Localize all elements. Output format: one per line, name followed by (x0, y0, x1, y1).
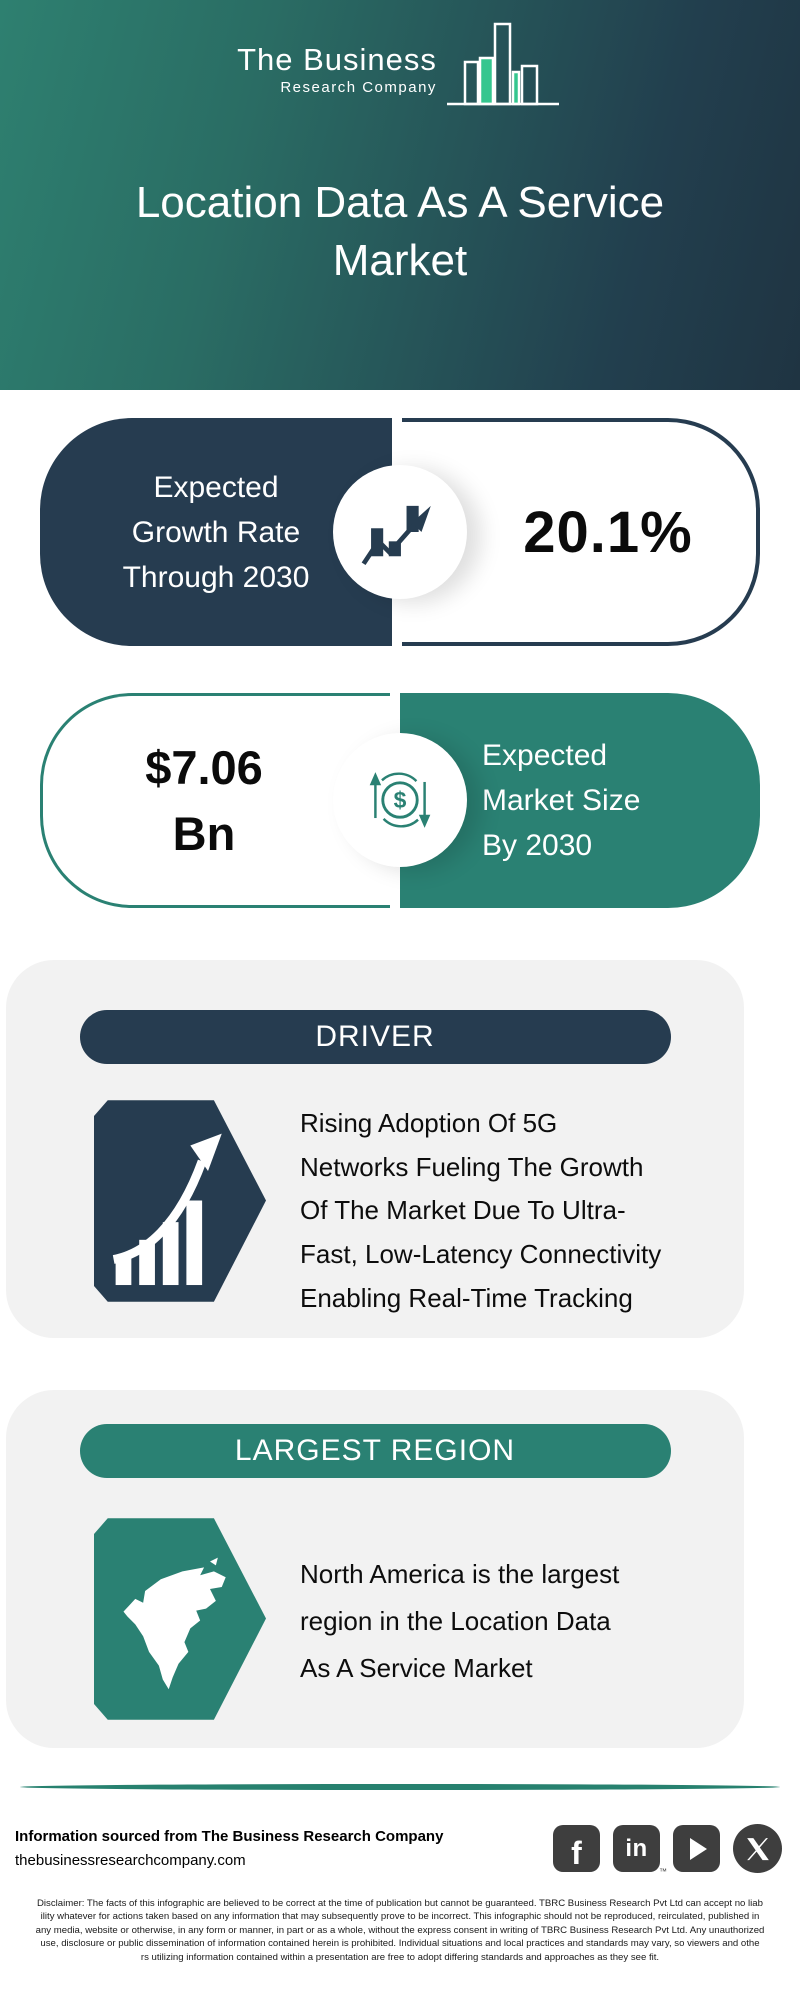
trend-up-chart-icon (333, 465, 467, 599)
footer-source-text: Information sourced from The Business Re… (15, 1825, 443, 1873)
bar-chart-logo-icon (445, 18, 563, 115)
hero-banner: The Business Research Company Location D… (0, 0, 800, 390)
market-size-label: Expected Market Size By 2030 (482, 739, 641, 862)
largest-region-text: North America is the largest region in t… (300, 1559, 620, 1683)
footer-source-url: thebusinessresearchcompany.com (15, 1851, 246, 1869)
market-size-value-panel (40, 693, 390, 908)
growth-rate-card: Expected Growth Rate Through 2030 20.1% (40, 418, 760, 646)
social-icons-row: f in ™ (553, 1824, 782, 1876)
divider-line (20, 1784, 780, 1790)
footer-source-line1: Information sourced from The Business Re… (15, 1827, 444, 1845)
facebook-icon[interactable]: f (553, 1825, 600, 1872)
footer: Information sourced from The Business Re… (15, 1824, 782, 1876)
market-size-value: $7.06 Bn (145, 740, 263, 860)
brand-logo-text: The Business Research Company (237, 42, 437, 96)
largest-region-heading-pill: LARGEST REGION (79, 1424, 671, 1478)
dollar-cycle-icon: $ (333, 733, 467, 867)
brand-logo: The Business Research Company (0, 16, 800, 115)
north-america-map-icon (94, 1518, 266, 1725)
brand-name-line2: Research Company (280, 78, 437, 96)
growth-rate-value: 20.1% (523, 499, 693, 565)
largest-region-heading: LARGEST REGION (234, 1434, 516, 1467)
disclaimer-text: Disclaimer: The facts of this infographi… (35, 1898, 765, 1963)
page-title: Location Data As A Service Market (135, 178, 665, 286)
driver-heading-pill: DRIVER (79, 1010, 671, 1064)
driver-content: Rising Adoption Of 5G Networks Fueling T… (6, 1100, 744, 1320)
growth-rate-label: Expected Growth Rate Through 2030 (122, 470, 310, 594)
brand-name-line1: The Business (237, 42, 437, 77)
driver-heading: DRIVER (315, 1020, 435, 1053)
largest-region-section-card: LARGEST REGION North America is the larg… (6, 1390, 744, 1748)
bar-growth-arrow-icon (94, 1100, 266, 1307)
largest-region-content: North America is the largest region in t… (6, 1518, 744, 1725)
linkedin-tm-mark: ™ (659, 1867, 667, 1876)
market-size-card: $7.06 Bn $ Expected Market Size By 2030 (40, 693, 760, 908)
driver-text: Rising Adoption Of 5G Networks Fueling T… (300, 1108, 662, 1313)
x-icon[interactable] (733, 1824, 782, 1873)
driver-section-card: DRIVER Rising Adoption Of 5G Networks Fu… (6, 960, 744, 1338)
svg-text:$: $ (394, 787, 407, 813)
linkedin-icon[interactable]: in ™ (613, 1825, 667, 1876)
youtube-icon[interactable] (673, 1825, 720, 1872)
